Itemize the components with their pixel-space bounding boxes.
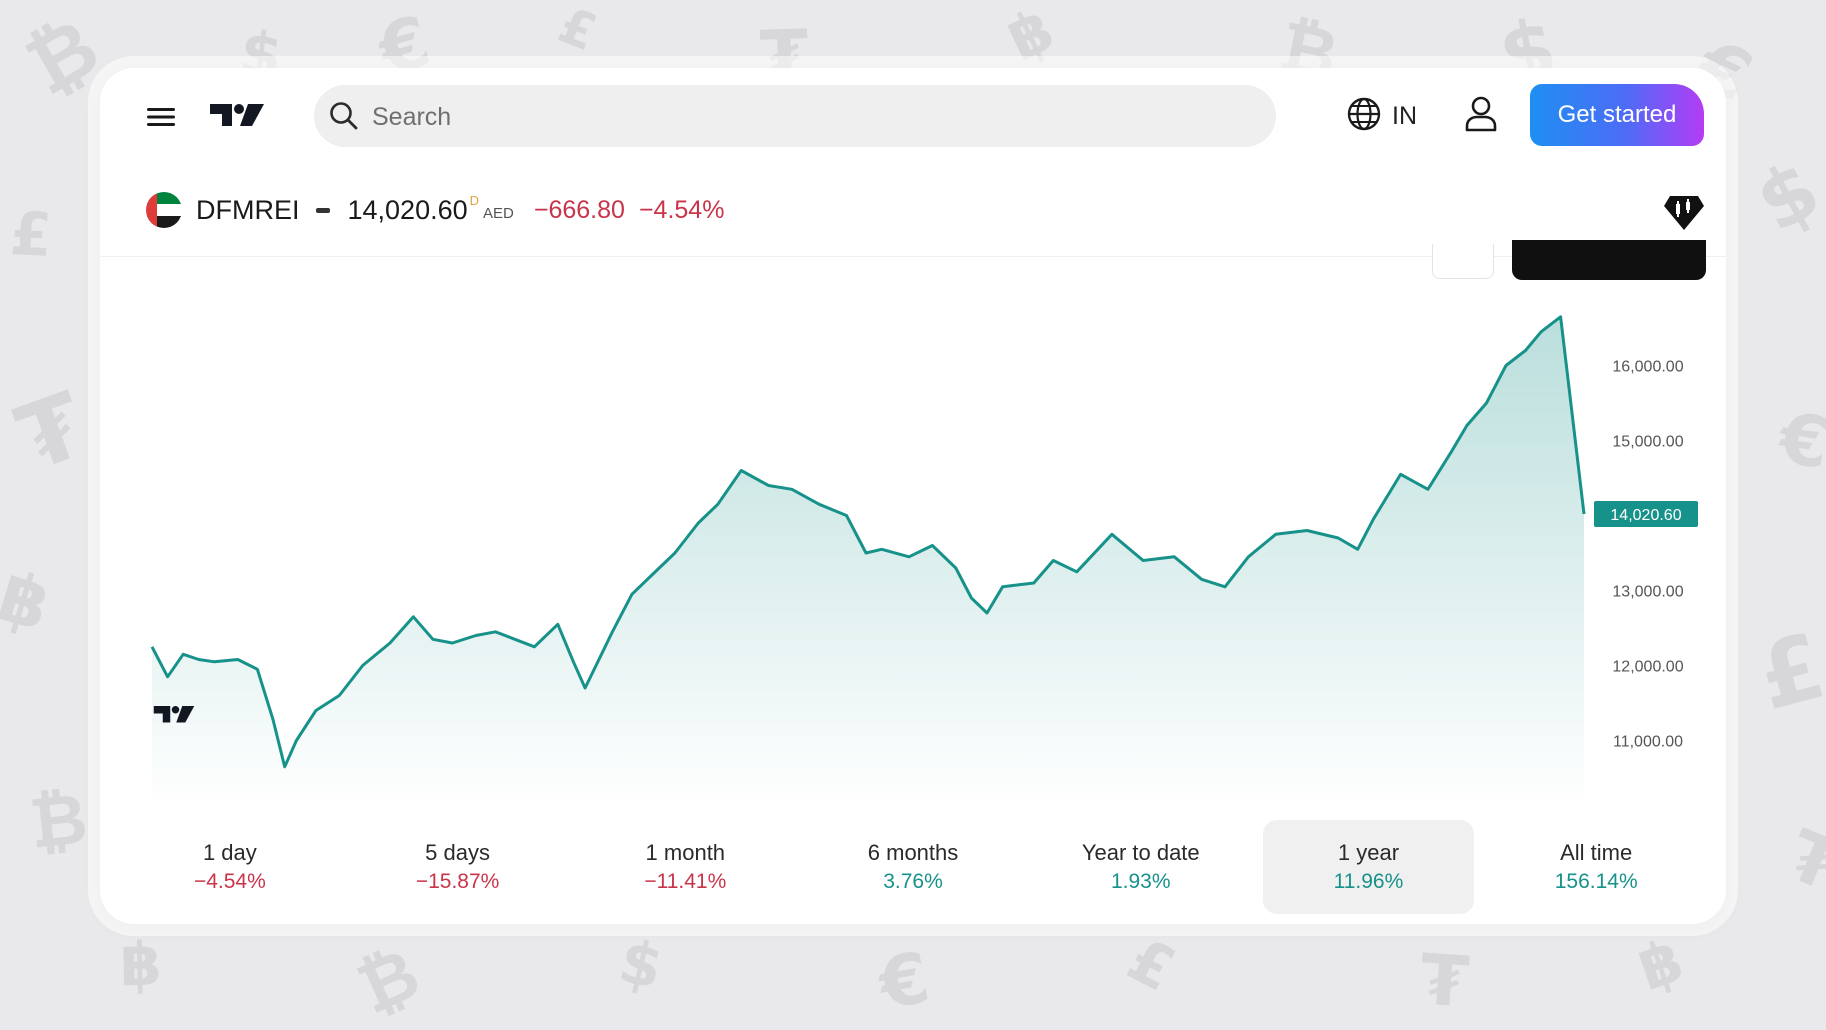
period-label: Year to date [1081,840,1200,865]
fullscreen-chart-button[interactable] [1512,240,1706,280]
period-change: −4.54% [193,870,266,893]
last-price-tag [1594,501,1698,527]
chart-toolbar-button[interactable] [1432,244,1494,279]
y-axis-tick-label: 13,000.00 [1612,584,1683,601]
separator-dash [315,207,330,213]
period-option[interactable]: 1 year 11.96% [1262,820,1475,914]
background-currency-glyph: ฿ [119,929,163,1001]
background-currency-glyph: ฿ [1629,925,1693,1005]
uae-flag-icon [146,192,182,228]
period-label: 1 year [1337,840,1400,865]
get-started-button[interactable]: Get started [1530,84,1704,146]
ticker-card: IN Get started DFMREI 14,020.60 D AED −6… [100,68,1726,924]
background-currency-glyph: £ [1116,924,1186,1006]
background-currency-glyph: € [1774,397,1826,485]
background-currency-glyph: $ [1740,142,1826,251]
background-currency-glyph: ฿ [0,554,60,648]
y-axis-tick-label: 15,000.00 [1612,434,1683,451]
period-label: 5 days [425,840,490,865]
ticker-symbol[interactable]: DFMREI [196,194,300,225]
background-currency-glyph: £ [8,198,54,272]
period-change: 1.93% [1110,870,1171,893]
search-bar[interactable] [314,85,1276,149]
background-currency-glyph: £ [550,0,605,63]
period-label: All time [1560,840,1633,865]
background-currency-glyph: € [873,936,936,1026]
background-currency-glyph: $ [612,926,670,1004]
period-option[interactable]: 5 days −15.87% [352,820,564,914]
last-price: 14,020.60 [347,194,468,225]
price-chart[interactable]: 16,000.0015,000.0014,000.0013,000.0012,0… [100,258,1726,818]
language-label: IN [1392,101,1417,130]
header-divider [100,256,1726,257]
search-input[interactable] [370,85,1254,149]
period-option[interactable]: Year to date 1.93% [1035,820,1247,914]
background-currency-glyph: ₿ [25,777,92,865]
period-option[interactable]: 1 month −11.41% [579,820,791,914]
period-change: −11.41% [644,870,727,893]
search-icon [328,100,360,132]
period-change: 3.76% [883,870,943,893]
last-price-tag-label: 14,020.60 [1610,507,1681,524]
user-icon[interactable] [1458,92,1504,138]
period-change: −15.87% [415,870,500,893]
background-currency-glyph: ₮ [1776,813,1826,909]
globe-icon [1346,96,1382,137]
tradingview-logo[interactable] [208,96,266,136]
background-currency-glyph: ₿ [11,0,115,114]
y-axis-tick-label: 11,000.00 [1613,734,1683,751]
period-selector: 1 day −4.54% 5 days −15.87% 1 month −11.41% 6 … [116,820,1710,914]
price-change-pct: −4.54% [638,195,725,224]
background-currency-glyph: ฿ [997,0,1065,76]
background-currency-glyph: ₮ [1417,938,1472,1024]
period-option[interactable]: 1 day −4.54% [124,820,336,914]
tradingview-watermark [150,700,198,730]
price-delay-flag: D [469,192,480,208]
period-label: 6 months [867,840,959,865]
symbol-header: DFMREI 14,020.60 D AED −666.80 −4.54% [146,186,738,234]
background-currency-glyph: ₿ [345,931,432,1030]
period-label: 1 day [202,840,257,865]
period-change: 156.14% [1554,870,1638,893]
language-selector[interactable]: IN [1346,93,1417,139]
price-change-abs: −666.80 [533,195,625,224]
y-axis-tick-label: 16,000.00 [1612,359,1683,376]
currency-code: AED [483,204,514,222]
background-currency-glyph: £ [1747,613,1826,732]
period-option[interactable]: All time 156.14% [1490,820,1702,914]
price-series-line [150,315,1586,769]
diamond-icon[interactable] [1662,192,1706,234]
period-option[interactable]: 6 months 3.76% [807,820,1019,914]
background-currency-glyph: ₮ [3,372,99,493]
menu-icon[interactable] [146,102,176,132]
period-change: 11.96% [1333,870,1404,893]
period-label: 1 month [645,840,726,865]
y-axis-tick-label: 12,000.00 [1612,659,1683,676]
price-area-fill [152,316,1584,808]
